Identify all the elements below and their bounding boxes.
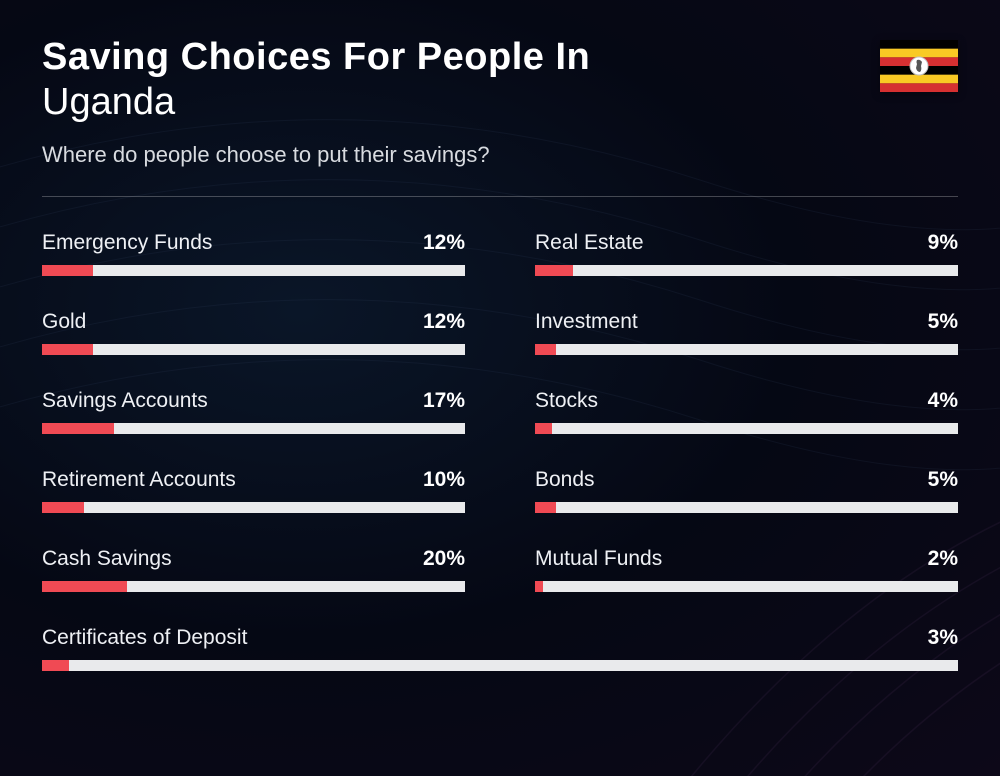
bar-item: Emergency Funds 12% [42, 231, 465, 276]
bar-value: 3% [928, 626, 958, 650]
bar-fill [42, 660, 69, 671]
bar-fill [535, 423, 552, 434]
bar-track [535, 423, 958, 434]
bar-track [535, 502, 958, 513]
bar-item: Retirement Accounts 10% [42, 468, 465, 513]
bar-value: 20% [423, 547, 465, 571]
bar-label: Real Estate [535, 231, 644, 255]
subtitle: Where do people choose to put their savi… [42, 142, 958, 168]
bar-value: 12% [423, 310, 465, 334]
bar-track [42, 265, 465, 276]
bar-grid: Emergency Funds 12% Real Estate 9% Gold … [42, 231, 958, 671]
bar-value: 5% [928, 468, 958, 492]
bar-track [42, 344, 465, 355]
bar-track [535, 581, 958, 592]
bar-label: Savings Accounts [42, 389, 208, 413]
bar-value: 5% [928, 310, 958, 334]
bar-label: Certificates of Deposit [42, 626, 247, 650]
bar-item: Gold 12% [42, 310, 465, 355]
bar-track [535, 344, 958, 355]
title-line-1: Saving Choices For People In [42, 36, 958, 79]
bar-item: Bonds 5% [535, 468, 958, 513]
bar-item: Stocks 4% [535, 389, 958, 434]
bar-fill [535, 344, 556, 355]
bar-item: Cash Savings 20% [42, 547, 465, 592]
bar-value: 17% [423, 389, 465, 413]
bar-fill [42, 344, 93, 355]
bar-item: Investment 5% [535, 310, 958, 355]
flag-uganda-icon [880, 40, 958, 92]
divider [42, 196, 958, 197]
bar-track [42, 581, 465, 592]
bar-label: Gold [42, 310, 86, 334]
bar-fill [42, 581, 127, 592]
bar-track [42, 423, 465, 434]
bar-fill [535, 265, 573, 276]
title-line-2: Uganda [42, 81, 958, 124]
bar-item: Mutual Funds 2% [535, 547, 958, 592]
bar-value: 4% [928, 389, 958, 413]
bar-label: Bonds [535, 468, 595, 492]
bar-label: Mutual Funds [535, 547, 662, 571]
bar-value: 10% [423, 468, 465, 492]
bar-label: Retirement Accounts [42, 468, 236, 492]
bar-fill [42, 423, 114, 434]
bar-label: Stocks [535, 389, 598, 413]
bar-label: Cash Savings [42, 547, 172, 571]
bar-value: 12% [423, 231, 465, 255]
bar-label: Investment [535, 310, 638, 334]
bar-value: 9% [928, 231, 958, 255]
bar-track [535, 265, 958, 276]
bar-fill [535, 502, 556, 513]
bar-track [42, 660, 958, 671]
bar-item: Real Estate 9% [535, 231, 958, 276]
bar-track [42, 502, 465, 513]
bar-item: Savings Accounts 17% [42, 389, 465, 434]
bar-value: 2% [928, 547, 958, 571]
header: Saving Choices For People In Uganda Wher… [42, 36, 958, 168]
bar-label: Emergency Funds [42, 231, 212, 255]
bar-fill [535, 581, 543, 592]
bar-fill [42, 502, 84, 513]
bar-fill [42, 265, 93, 276]
bar-item-full: Certificates of Deposit 3% [42, 626, 958, 671]
